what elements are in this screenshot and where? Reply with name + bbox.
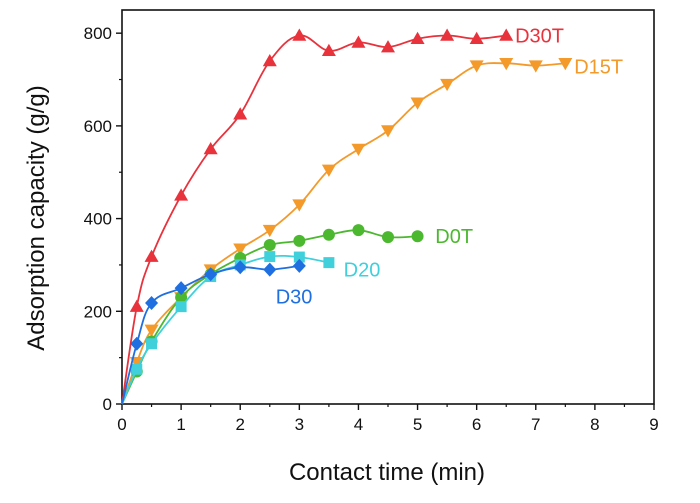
series-label-d0t: D0T (435, 226, 473, 248)
series-label-d30: D30 (276, 286, 313, 308)
series-d15t-point (558, 58, 573, 71)
series-label-d20: D20 (344, 260, 381, 282)
x-tick-label: 6 (472, 415, 481, 434)
series-d30 (121, 258, 306, 405)
series-d15t-point (528, 60, 543, 73)
series-d30t-point (469, 31, 484, 44)
series-d30-point (145, 295, 159, 310)
y-tick-label: 400 (84, 210, 112, 229)
series-d30t-point (292, 28, 307, 41)
series-d20-point (131, 363, 143, 375)
series-d30t-point (144, 249, 159, 262)
series-d30-point (292, 258, 306, 273)
series-d30t-point (499, 28, 514, 41)
y-tick-label: 800 (84, 24, 112, 43)
series-d20-point (293, 251, 305, 263)
series-d15t-point (410, 97, 425, 110)
series-label-layer: D30T D15T D0T D20 D30 (276, 25, 623, 308)
series-d15t-point (262, 224, 277, 238)
y-tick-label: 200 (84, 302, 112, 321)
x-tick-label: 9 (649, 415, 658, 434)
series-d0t-point (175, 291, 188, 304)
series-d30-point (130, 336, 144, 351)
series-label-d15t: D15T (574, 57, 623, 79)
series-d0t-point (263, 239, 276, 252)
series-d15t-point (351, 143, 366, 157)
series-d15t-point (440, 78, 455, 92)
series-d20-point (264, 251, 276, 263)
series-d30t-point (174, 188, 189, 201)
x-tick-label: 2 (235, 415, 244, 434)
x-tick-label: 5 (413, 415, 422, 434)
series-d30t-point (351, 35, 366, 48)
series-d15t-point (144, 324, 159, 337)
series-d20-point (146, 338, 158, 350)
series-d0t-point (322, 228, 335, 241)
x-tick-label: 4 (354, 415, 363, 434)
series-d30-point (263, 262, 277, 277)
series-layer (121, 28, 573, 405)
series-d15t-point (469, 60, 484, 73)
series-d0t-point (293, 234, 306, 247)
x-tick-label: 1 (176, 415, 185, 434)
series-d30t-line (121, 34, 507, 405)
series-d30t-point (410, 31, 425, 44)
series-d30t (121, 28, 514, 405)
series-d20-point (323, 257, 335, 269)
y-tick-label: 0 (103, 395, 112, 414)
series-d30t-point (129, 299, 144, 312)
series-d15t-point (321, 164, 336, 177)
series-d30t-point (321, 43, 336, 57)
series-d30-point (204, 267, 218, 282)
series-label-d30t: D30T (515, 25, 564, 47)
series-d30t-point (233, 107, 248, 120)
series-d30t-point (381, 40, 395, 53)
series-d30-point (174, 281, 188, 296)
series-d15t-point (292, 199, 307, 212)
series-d30t-point (203, 142, 218, 155)
series-d15t-point (233, 243, 248, 256)
series-d0t-point (352, 224, 365, 237)
series-d0t-point (382, 231, 394, 244)
y-tick-label: 600 (84, 117, 112, 136)
series-d30t-point (262, 53, 277, 67)
x-axis-ticks: 0 1 2 3 4 5 6 7 8 9 (117, 404, 659, 434)
x-tick-label: 0 (117, 415, 126, 434)
y-axis-title: Adsorption capacity (g/g) (23, 85, 50, 350)
series-d30t-point (440, 28, 455, 41)
x-tick-label: 7 (531, 415, 540, 434)
series-d0t-point (411, 230, 424, 243)
series-d30-point (233, 260, 247, 275)
series-d15t-line (121, 62, 566, 405)
x-tick-label: 3 (295, 415, 304, 434)
series-d15t-point (499, 58, 514, 71)
x-axis-title: Contact time (min) (289, 459, 485, 486)
y-axis-ticks: 0 200 400 600 800 (84, 24, 122, 414)
x-tick-label: 8 (590, 415, 599, 434)
series-d15t-point (381, 125, 395, 138)
series-d20-point (175, 301, 187, 313)
